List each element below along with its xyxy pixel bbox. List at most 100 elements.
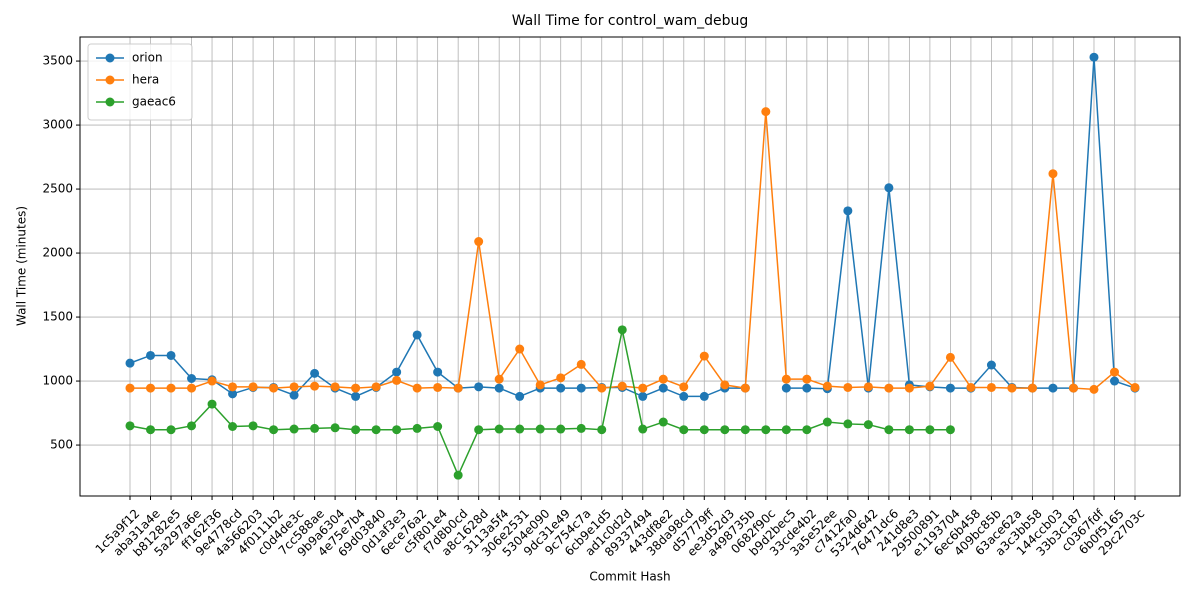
point <box>699 351 709 361</box>
point <box>351 391 361 401</box>
point <box>781 374 791 384</box>
point <box>904 383 914 393</box>
point <box>494 383 504 393</box>
point <box>658 417 668 427</box>
point <box>863 382 873 392</box>
legend: orion hera gaeac6 <box>87 43 193 121</box>
point <box>494 374 504 384</box>
point <box>863 420 873 430</box>
point <box>679 391 689 401</box>
point <box>966 382 976 392</box>
point <box>515 391 525 401</box>
legend-label: gaeac6 <box>132 95 176 109</box>
point <box>146 350 156 360</box>
point <box>945 383 955 393</box>
point <box>740 383 750 393</box>
y-tick-label: 1500 <box>42 310 73 324</box>
point <box>474 382 484 392</box>
point <box>781 383 791 393</box>
point <box>146 425 156 435</box>
point <box>1109 367 1119 377</box>
point <box>904 425 914 435</box>
point <box>515 424 525 434</box>
point <box>884 425 894 435</box>
point <box>187 383 197 393</box>
y-tick-label: 500 <box>50 438 73 452</box>
plot <box>125 52 1140 480</box>
point <box>556 373 566 383</box>
point <box>576 383 586 393</box>
point <box>392 375 402 385</box>
point <box>1089 52 1099 62</box>
point <box>597 383 607 393</box>
y-tick-label: 2000 <box>42 246 73 260</box>
point <box>925 425 935 435</box>
point <box>433 367 443 377</box>
point <box>228 382 238 392</box>
point <box>310 368 320 378</box>
point <box>1027 383 1037 393</box>
point <box>740 425 750 435</box>
point <box>720 380 730 390</box>
point <box>843 419 853 429</box>
y-tick-label: 2500 <box>42 182 73 196</box>
point <box>515 344 525 354</box>
point <box>945 425 955 435</box>
point <box>125 358 135 368</box>
point <box>761 425 771 435</box>
legend-label: hera <box>132 73 159 87</box>
point <box>371 425 381 435</box>
point <box>720 425 730 435</box>
point <box>494 424 504 434</box>
point <box>945 352 955 362</box>
point <box>351 383 361 393</box>
point <box>699 391 709 401</box>
point <box>269 425 279 435</box>
point <box>310 423 320 433</box>
point <box>1109 376 1119 386</box>
point <box>166 350 176 360</box>
point <box>1048 169 1058 179</box>
point <box>289 424 299 434</box>
y-tick-label: 3000 <box>42 118 73 132</box>
point <box>248 421 258 431</box>
point <box>597 425 607 435</box>
point <box>679 382 689 392</box>
point <box>802 383 812 393</box>
point <box>412 423 422 433</box>
point <box>986 382 996 392</box>
point <box>474 425 484 435</box>
point <box>843 382 853 392</box>
point <box>392 425 402 435</box>
point <box>289 382 299 392</box>
plot-frame <box>79 36 1181 497</box>
y-axis-label: Wall Time (minutes) <box>15 206 29 326</box>
point <box>1089 384 1099 394</box>
point <box>535 380 545 390</box>
point <box>617 325 627 335</box>
point <box>535 424 545 434</box>
point <box>289 390 299 400</box>
point <box>412 330 422 340</box>
point <box>781 425 791 435</box>
point <box>330 423 340 433</box>
legend-label: orion <box>132 51 163 65</box>
legend-marker <box>105 53 115 63</box>
point <box>802 374 812 384</box>
point <box>207 376 217 386</box>
point <box>925 381 935 391</box>
point <box>166 383 176 393</box>
chart-title: Wall Time for control_wam_debug <box>512 13 749 29</box>
point <box>187 421 197 431</box>
legend-marker <box>105 97 115 107</box>
point <box>412 383 422 393</box>
point <box>371 382 381 392</box>
point <box>474 237 484 247</box>
point <box>433 421 443 431</box>
point <box>330 382 340 392</box>
point <box>822 417 832 427</box>
point <box>884 383 894 393</box>
point <box>843 206 853 216</box>
